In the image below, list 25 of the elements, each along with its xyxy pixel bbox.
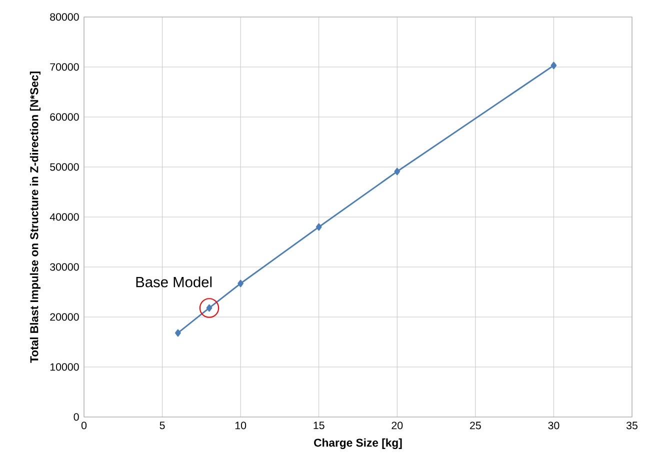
- point: [175, 329, 181, 337]
- y-axis-title: Total Blast Impulse on Structure in Z-direction [N*Sec]: [30, 72, 40, 363]
- y-tick-label: 50000: [50, 163, 79, 171]
- x-tick-label: 35: [626, 422, 638, 430]
- point: [550, 62, 557, 70]
- x-tick-label: 25: [470, 422, 481, 430]
- point: [316, 223, 322, 231]
- x-tick-label: 15: [314, 422, 324, 430]
- x-tick-label: 10: [235, 422, 246, 430]
- x-tick-label: 20: [392, 422, 403, 430]
- point: [238, 280, 244, 288]
- y-tick-label: 60000: [50, 113, 79, 121]
- y-tick-label: 30000: [50, 263, 79, 271]
- y-tick-label: 20000: [50, 313, 79, 321]
- x-tick-label: 5: [160, 422, 165, 430]
- annotation: Base Model: [136, 276, 212, 288]
- x-tick-label: 30: [548, 422, 560, 430]
- y-tick-label: 70000: [50, 63, 79, 71]
- point: [394, 168, 400, 176]
- y-tick-label: 10000: [50, 363, 79, 371]
- y-tick-label: 0: [74, 413, 79, 421]
- y-tick-label: 40000: [50, 213, 79, 221]
- x-tick-label: 0: [81, 422, 87, 430]
- x-axis-title: Charge Size [kg]: [314, 438, 402, 450]
- y-tick-label: 80000: [50, 13, 79, 21]
